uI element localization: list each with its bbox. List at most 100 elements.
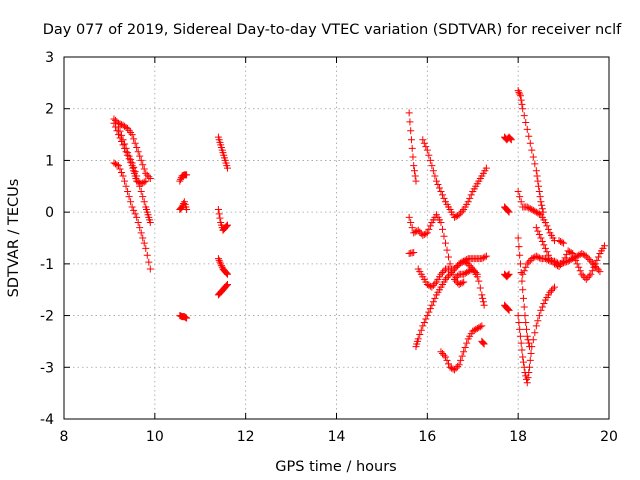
data-point [410,167,418,175]
data-point [445,272,453,280]
data-point [600,242,608,250]
data-point [420,231,428,239]
data-point [470,326,478,334]
data-point [547,287,555,295]
data-point [482,252,490,260]
data-point [437,218,445,226]
data-point [425,225,433,233]
data-point [458,279,466,287]
data-point [216,258,224,266]
data-point [526,363,534,371]
data-point [551,283,558,291]
data-point [115,131,122,139]
data-point [137,156,145,164]
data-point [464,260,472,268]
data-point [452,364,460,372]
data-point [416,331,424,339]
data-point [585,272,593,280]
data-point [531,160,539,168]
data-point [443,356,451,364]
data-point [582,252,590,260]
data-point [457,259,465,267]
data-point [440,232,448,240]
data-point [448,268,456,276]
data-point [142,244,150,252]
data-point [223,281,231,289]
data-point [520,303,528,311]
data-point [438,225,446,233]
data-point [140,239,148,247]
data-point [469,265,477,273]
data-point [146,265,154,273]
data-point [426,156,434,164]
data-point [551,260,558,268]
data-point [419,231,427,239]
data-point [522,263,530,271]
data-point [443,246,451,254]
data-point [560,239,568,247]
data-point [535,210,543,218]
data-point [516,193,524,201]
data-point [591,260,599,268]
data-point [137,187,145,195]
data-point [142,177,150,185]
data-point [534,209,542,217]
data-point [116,127,124,135]
data-point [451,213,459,221]
data-point [460,278,468,286]
data-point [463,339,471,347]
data-point [519,270,527,278]
y-axis-label: SDTVAR / TECUs [6,179,22,298]
data-point [442,275,449,283]
data-point [504,272,512,280]
data-point [429,298,437,306]
data-point [479,339,487,347]
data-point [122,123,130,131]
data-point [457,209,465,217]
data-point [575,251,583,259]
data-point [113,161,121,169]
data-point [224,270,231,278]
data-point [569,250,577,258]
data-point [520,267,528,275]
data-point [470,267,478,275]
data-point [131,168,139,176]
x-tick-label: 16 [418,429,436,445]
data-point [445,360,453,368]
data-point [130,206,138,214]
data-point [452,274,460,282]
data-point [516,260,524,268]
data-point [467,191,475,199]
data-point [457,280,465,288]
data-point [408,144,416,152]
data-point [514,234,522,242]
data-point [522,318,530,326]
data-point [558,238,566,246]
y-tick-label: 1 [45,153,54,169]
data-point [543,256,551,264]
data-point [476,284,484,292]
data-point [426,305,434,313]
data-point [134,148,142,156]
data-point [578,270,586,278]
data-point [429,281,437,289]
data-point [476,323,484,331]
data-point [461,269,469,277]
data-point [526,139,534,147]
data-point [528,146,536,154]
data-point [524,374,532,382]
data-point [457,356,465,364]
data-point [133,213,141,221]
data-point [532,224,540,232]
data-point [527,349,535,357]
data-point [406,118,414,126]
data-point [217,260,225,268]
data-point [136,224,144,232]
data-point [142,169,150,177]
data-point [514,187,522,195]
data-point [125,193,133,201]
data-point [466,194,474,202]
data-point [479,338,487,346]
data-point [183,314,191,322]
data-point [547,256,555,264]
